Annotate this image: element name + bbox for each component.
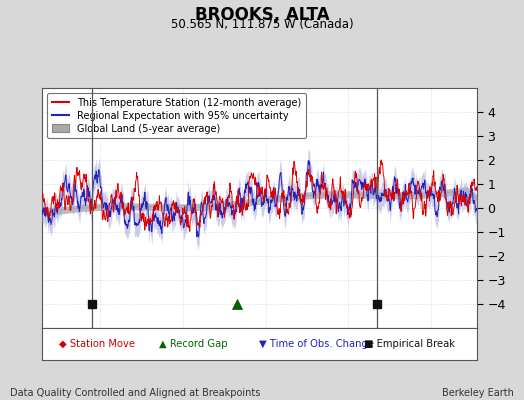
Legend: This Temperature Station (12-month average), Regional Expectation with 95% uncer: This Temperature Station (12-month avera… [47,93,306,138]
Text: 50.565 N, 111.875 W (Canada): 50.565 N, 111.875 W (Canada) [171,18,353,31]
Text: Berkeley Earth: Berkeley Earth [442,388,514,398]
Text: ▼ Time of Obs. Change: ▼ Time of Obs. Change [259,339,374,349]
Text: Data Quality Controlled and Aligned at Breakpoints: Data Quality Controlled and Aligned at B… [10,388,261,398]
Text: ◆ Station Move: ◆ Station Move [59,339,135,349]
Text: ■ Empirical Break: ■ Empirical Break [364,339,455,349]
Text: BROOKS, ALTA: BROOKS, ALTA [195,6,329,24]
Text: ▲ Record Gap: ▲ Record Gap [159,339,228,349]
